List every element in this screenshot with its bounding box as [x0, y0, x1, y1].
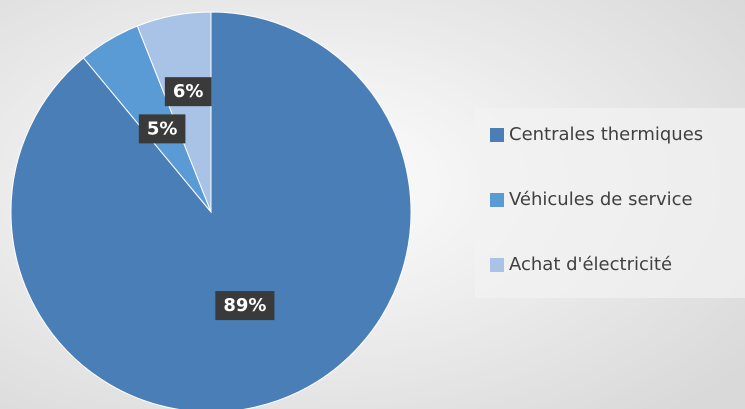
legend-box — [475, 108, 745, 298]
data-label-box — [164, 77, 212, 107]
legend-label: Véhicules de service — [509, 189, 693, 210]
legend-swatch — [490, 128, 504, 142]
legend-label: Centrales thermiques — [509, 124, 703, 145]
data-label-box — [215, 291, 275, 321]
data-label-box — [138, 114, 186, 144]
data-label: 5% — [147, 118, 178, 139]
data-label: 89% — [223, 295, 266, 316]
pie-slice — [10, 11, 412, 409]
data-label: 6% — [173, 81, 204, 102]
legend-swatch — [490, 193, 504, 207]
legend-label: Achat d'électricité — [509, 254, 672, 275]
pie-slice — [136, 11, 212, 213]
legend-swatch — [490, 258, 504, 272]
